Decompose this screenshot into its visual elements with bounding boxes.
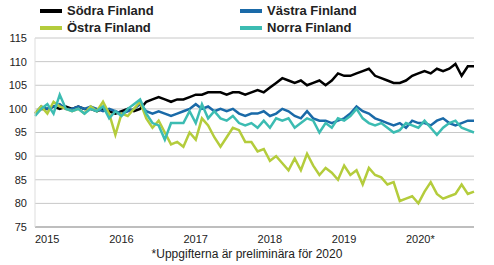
html-text:Norra Finland: Norra Finland xyxy=(267,20,352,35)
svg-text:115: 115 xyxy=(9,32,27,44)
svg-text:2015: 2015 xyxy=(35,233,59,245)
svg-text:110: 110 xyxy=(9,56,27,68)
svg-text:85: 85 xyxy=(15,174,27,186)
svg-text:2016: 2016 xyxy=(109,233,133,245)
svg-text:2020*: 2020* xyxy=(406,233,435,245)
html-text:Södra Finland: Södra Finland xyxy=(67,3,154,18)
svg-text:105: 105 xyxy=(9,79,27,91)
svg-text:100: 100 xyxy=(9,103,27,115)
svg-text:90: 90 xyxy=(15,150,27,162)
svg-text:2017: 2017 xyxy=(183,233,207,245)
html-text:Östra Finland: Östra Finland xyxy=(67,20,151,35)
svg-text:95: 95 xyxy=(15,126,27,138)
svg-text:75: 75 xyxy=(15,221,27,233)
svg-text:80: 80 xyxy=(15,197,27,209)
svg-text:2018: 2018 xyxy=(258,233,282,245)
svg-text:2019: 2019 xyxy=(332,233,356,245)
html-text:*Uppgifterna är preliminära fö: *Uppgifterna är preliminära för 2020 xyxy=(151,247,343,261)
html-text:Västra Finland: Västra Finland xyxy=(267,3,357,18)
